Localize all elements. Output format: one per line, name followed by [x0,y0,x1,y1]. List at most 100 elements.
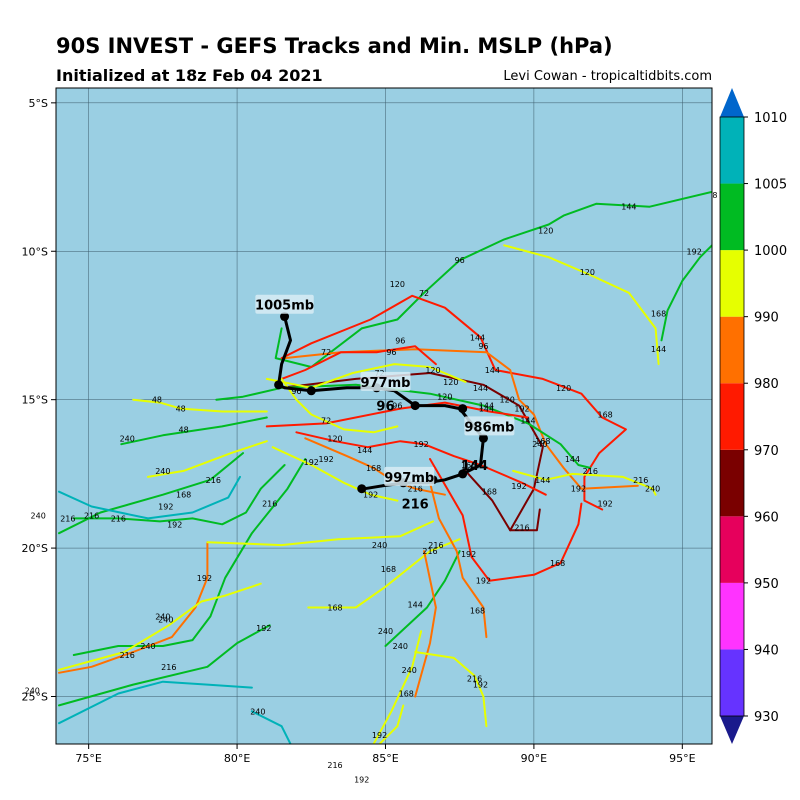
mean-track-point [306,386,316,396]
forecast-hour-label: 216 [422,547,437,556]
forecast-hour-label: 96 [478,342,488,351]
forecast-hour-label: 240 [645,485,660,494]
ensemble-track-line [512,469,657,496]
colorbar-band [720,383,744,450]
ensemble-track-line [58,624,271,707]
forecast-hour-label: 120 [556,384,571,393]
forecast-hour-label: 120 [327,434,342,443]
colorbar-tick-label: 1010 [754,111,787,126]
forecast-hour-label: 216 [120,651,135,660]
forecast-hour-label: 168 [461,461,476,470]
forecast-hour-label: 192 [476,577,491,586]
forecast-hour-label: 216 [467,675,482,684]
forecast-hour-label: 168 [597,411,612,420]
ensemble-track-line [72,464,286,526]
colorbar-extend-high [720,88,744,117]
forecast-hour-label: 168 [366,464,381,473]
forecast-hour-label: 144 [408,600,423,609]
forecast-hour-label: 192 [158,503,173,512]
ensemble-track-line [271,446,399,502]
forecast-hour-label: 192 [363,491,378,500]
colorbar-tick-label: 1000 [754,244,787,259]
ensemble-track-line [384,550,461,647]
forecast-hour-label: 168 [651,310,666,319]
ensemble-track-line [280,345,437,380]
mean-track-point [410,401,420,411]
forecast-hour-label: 48 [176,405,186,414]
colorbar-tick-label: 970 [754,444,779,459]
colorbar-tick-label: 940 [754,643,779,658]
lon-tick-label: 90°E [521,752,547,765]
forecast-hour-label: 168 [327,603,342,612]
ensemble-track-line [414,550,437,698]
mean-track-point [274,380,284,390]
forecast-hour-label: 216 [408,485,423,494]
ensemble-track-line [132,398,268,413]
forecast-hour-label: 240 [155,467,170,476]
colorbar-band [720,250,744,317]
forecast-hour-label: 72 [321,348,331,357]
colorbar-tick-label: 1005 [754,178,787,193]
margin-hour-label: 192 [354,776,369,785]
ensemble-track-line [58,680,253,725]
minimum-pressure-label: 144 [461,459,488,474]
forecast-hour-label: 192 [256,624,271,633]
ensemble-track-line [660,244,712,342]
lon-tick-label: 95°E [669,752,695,765]
forecast-hour-label: 96 [392,402,402,411]
forecast-hour-label: 192 [511,482,526,491]
mean-track-point [458,404,468,414]
colorbar-tick-label: 950 [754,577,779,592]
forecast-hour-label: 240 [250,707,265,716]
colorbar-tick-label: 930 [754,710,779,725]
colorbar-tick-label: 980 [754,377,779,392]
minimum-label-box [464,416,515,436]
forecast-hour-label: 168 [535,437,550,446]
ensemble-track-line [464,469,541,532]
colorbar-extend-low [720,716,744,744]
colorbar-band [720,516,744,583]
ensemble-track-line [58,541,209,674]
ensemble-track-line [304,437,446,496]
minimum-pressure-label: 977mb [360,376,410,391]
forecast-hour-label: 120 [500,396,515,405]
ensemble-track-line [58,475,241,520]
ensemble-track-line [250,710,292,744]
chart-subtitle: Initialized at 18z Feb 04 2021 [56,66,323,85]
ensemble-track-line [206,520,434,547]
minimum-pressure-label: 997mb [384,471,434,486]
minimum-pressure-label: 986mb [464,420,514,435]
forecast-hour-label: 96 [395,336,405,345]
forecast-hour-label: 216 [84,511,99,520]
pressure-colorbar: 930 940 950 960 970 980 990 1000 1005 1010 [719,88,787,744]
colorbar-band [720,449,744,517]
colorbar-band [720,649,744,716]
mean-track-point [478,433,488,443]
forecast-hour-label: 168 [550,559,565,568]
forecast-hour-label: 168 [381,565,396,574]
forecast-hour-label: 216 [161,663,176,672]
ensemble-track-line [58,582,262,671]
ensemble-track-line [429,458,583,582]
forecast-hour-label: 216 [514,523,529,532]
forecast-hour-label: 192 [571,485,586,494]
forecast-hour-label: 120 [425,366,440,375]
margin-hour-label: 240 [31,511,46,520]
forecast-hour-label: 72 [419,289,429,298]
forecast-hour-label: 144 [479,405,494,414]
forecast-hour-label: 192 [597,500,612,509]
colorbar-band [720,117,744,184]
credit-text: Levi Cowan - tropicaltidbits.com [503,69,712,84]
forecast-hour-label: 48 [179,425,189,434]
forecast-hour-label: 144 [565,455,580,464]
ensemble-track-line [378,704,405,744]
ensemble-track-line [414,651,488,728]
mean-track-point [357,484,367,494]
lat-tick-label: 20°S [22,542,48,555]
forecast-hour-label: 216 [111,514,126,523]
ensemble-track-line [120,416,268,446]
forecast-hour-label: 48 [152,396,162,405]
forecast-hour-label: 144 [485,366,500,375]
forecast-hour-label: 192 [687,247,702,256]
minimum-pressure-label: 216 [402,498,429,513]
